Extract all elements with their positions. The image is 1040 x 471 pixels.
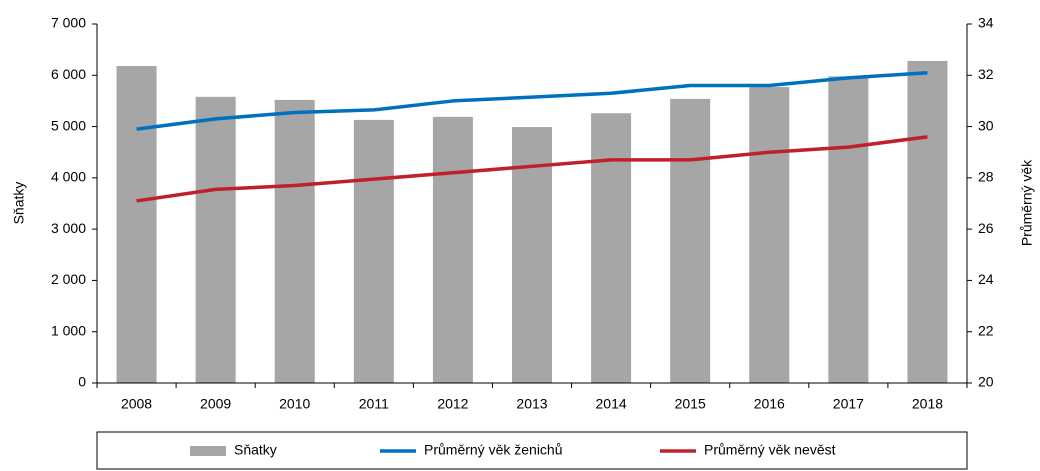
legend-label: Průměrný věk nevěst <box>704 442 836 458</box>
x-tick-label: 2017 <box>833 396 864 412</box>
bar <box>828 76 869 383</box>
y-axis-title: Sňatky <box>11 182 27 225</box>
y-tick-label: 3 000 <box>51 220 86 236</box>
legend-label: Sňatky <box>234 442 277 458</box>
x-tick-label: 2008 <box>121 396 152 412</box>
line <box>136 135 928 203</box>
y-tick-label: 1 000 <box>51 322 86 338</box>
legend-label: Průměrný věk ženichů <box>424 442 563 458</box>
y2-tick-label: 26 <box>978 220 994 236</box>
y-tick-label: 6 000 <box>51 66 86 82</box>
x-tick-label: 2011 <box>359 396 389 412</box>
y2-axis-title: Průměrný věk <box>1019 159 1035 246</box>
legend-swatch <box>190 446 226 456</box>
x-tick-label: 2010 <box>279 396 310 412</box>
y2-tick-label: 30 <box>978 117 994 133</box>
x-tick-label: 2018 <box>912 396 943 412</box>
bar <box>353 119 394 383</box>
x-tick-label: 2016 <box>754 396 785 412</box>
y-tick-label: 5 000 <box>51 117 86 133</box>
bar <box>907 60 948 383</box>
y2-tick-label: 22 <box>978 322 994 338</box>
y2-tick-label: 20 <box>978 374 994 390</box>
line <box>136 70 928 131</box>
y-tick-label: 7 000 <box>51 15 86 31</box>
bar <box>749 87 790 384</box>
x-tick-label: 2013 <box>516 396 547 412</box>
x-tick-label: 2012 <box>437 396 468 412</box>
y-tick-label: 0 <box>78 374 86 390</box>
bar <box>432 116 473 383</box>
y2-tick-label: 34 <box>978 15 994 31</box>
bar <box>591 113 632 383</box>
y-tick-label: 2 000 <box>51 271 86 287</box>
x-tick-label: 2015 <box>675 396 706 412</box>
y2-tick-label: 24 <box>978 271 994 287</box>
legend-box <box>96 431 968 470</box>
bar <box>274 99 315 383</box>
x-tick-label: 2014 <box>596 396 627 412</box>
y-tick-label: 4 000 <box>51 169 86 185</box>
bar <box>670 98 711 384</box>
bar <box>116 66 157 383</box>
y2-tick-label: 28 <box>978 169 994 185</box>
bar <box>512 127 552 383</box>
x-tick-label: 2009 <box>200 396 231 412</box>
y2-tick-label: 32 <box>978 66 994 82</box>
bar <box>195 96 236 383</box>
